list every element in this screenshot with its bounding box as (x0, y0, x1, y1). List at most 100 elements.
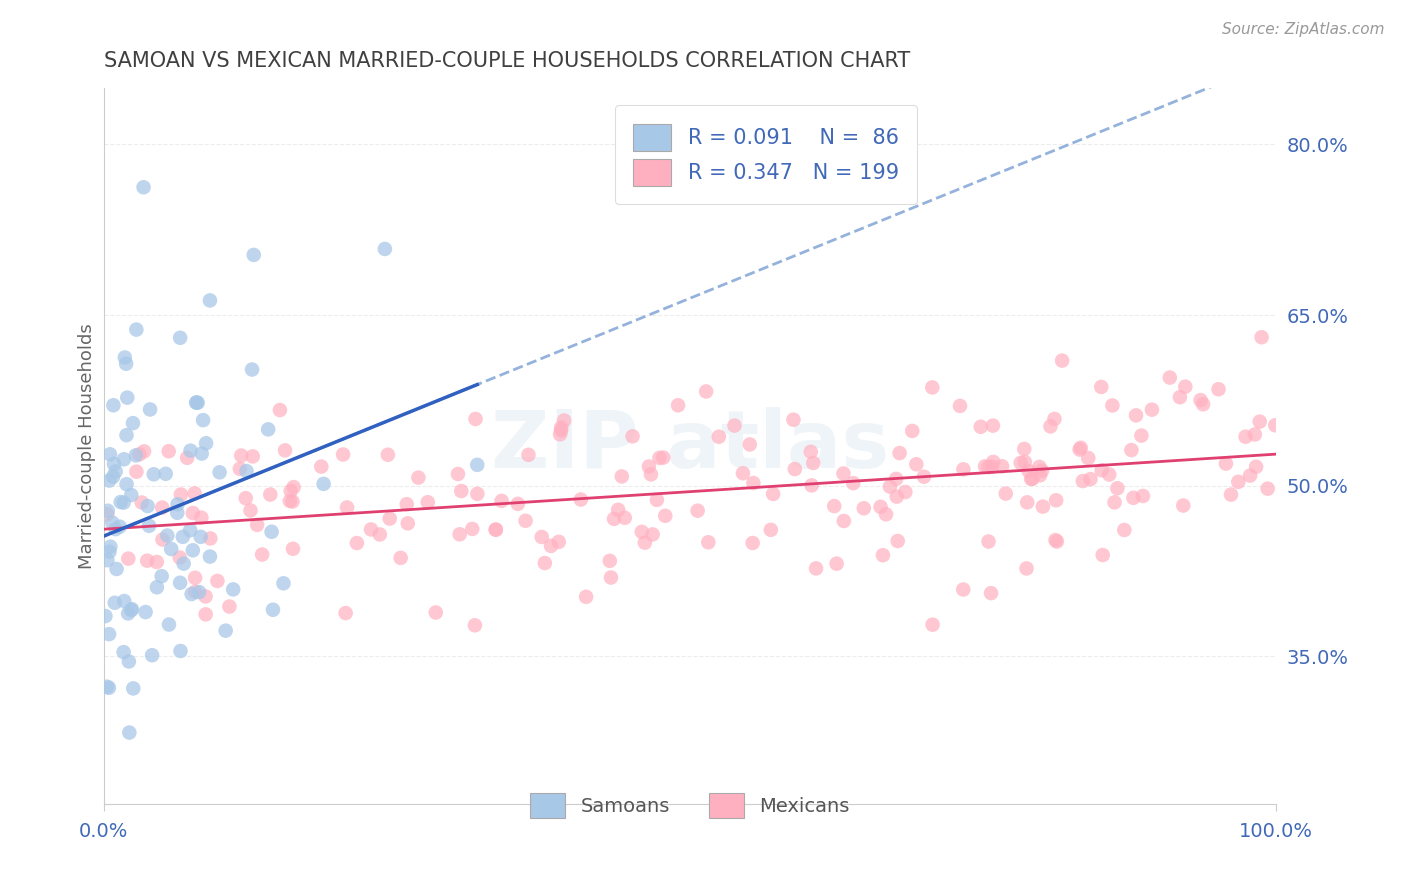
Point (257, 422, 280, 436)
Point (884, 472, 907, 486)
Point (118, 655, 141, 669)
Point (1014, 455, 1036, 469)
Point (112, 495, 135, 509)
Point (274, 443, 297, 458)
Point (115, 357, 138, 371)
Point (389, 550, 412, 565)
Point (312, 476, 335, 491)
Point (648, 450, 671, 465)
Point (125, 448, 148, 462)
Point (832, 467, 855, 481)
Point (360, 523, 382, 537)
Point (465, 458, 488, 472)
Point (1050, 353, 1073, 368)
Point (550, 423, 572, 437)
Point (621, 429, 644, 443)
Point (641, 527, 664, 541)
Point (191, 413, 214, 427)
Point (607, 502, 630, 516)
Point (112, 645, 135, 659)
Point (666, 398, 689, 412)
Point (901, 424, 924, 438)
Point (800, 445, 823, 459)
Point (980, 459, 1002, 474)
Point (783, 462, 806, 476)
Point (207, 574, 229, 588)
Point (240, 362, 263, 376)
Point (180, 587, 202, 601)
Y-axis label: Married-couple Households: Married-couple Households (79, 323, 96, 569)
Point (187, 395, 209, 409)
Point (1215, 457, 1237, 471)
Point (1227, 475, 1250, 489)
Point (905, 457, 928, 471)
Point (970, 419, 993, 434)
Point (1091, 548, 1114, 562)
Point (449, 527, 471, 541)
Point (115, 428, 138, 442)
Point (283, 480, 305, 494)
Point (378, 511, 401, 525)
Point (98, 544, 121, 558)
Point (723, 418, 745, 433)
Point (260, 524, 283, 539)
Point (101, 469, 124, 483)
Point (553, 413, 575, 427)
Point (186, 395, 208, 409)
Point (550, 420, 572, 434)
Point (1021, 472, 1043, 486)
Point (101, 516, 124, 530)
Point (1121, 443, 1143, 458)
Point (575, 590, 598, 604)
Point (96, 680, 118, 694)
Point (190, 530, 212, 544)
Point (122, 416, 145, 430)
Point (1192, 397, 1215, 411)
Point (952, 582, 974, 597)
Point (125, 323, 148, 337)
Point (250, 548, 273, 562)
Point (395, 497, 418, 511)
Point (121, 602, 143, 616)
Point (152, 533, 174, 547)
Point (231, 449, 253, 463)
Point (981, 418, 1004, 433)
Point (157, 444, 180, 458)
Point (697, 535, 720, 549)
Point (991, 459, 1014, 474)
Point (534, 556, 557, 570)
Point (120, 603, 142, 617)
Point (1039, 419, 1062, 434)
Point (1168, 390, 1191, 404)
Point (569, 492, 592, 507)
Point (194, 607, 217, 622)
Point (259, 487, 281, 501)
Point (235, 464, 257, 478)
Point (156, 528, 179, 542)
Point (100, 540, 122, 554)
Point (169, 550, 191, 565)
Point (1029, 468, 1052, 483)
Point (1077, 450, 1099, 465)
Point (262, 603, 284, 617)
Point (110, 495, 132, 509)
Point (96, 553, 118, 567)
Point (112, 594, 135, 608)
Point (190, 510, 212, 524)
Point (889, 446, 911, 460)
Point (1257, 482, 1279, 496)
Point (467, 487, 489, 501)
Point (1249, 415, 1271, 429)
Point (921, 380, 943, 394)
Point (980, 586, 1002, 600)
Point (1080, 472, 1102, 486)
Point (181, 506, 204, 520)
Point (179, 523, 201, 537)
Point (1028, 459, 1050, 474)
Point (214, 624, 236, 638)
Point (132, 444, 155, 458)
Point (1114, 523, 1136, 537)
Point (652, 450, 675, 465)
Point (741, 536, 763, 550)
Point (336, 500, 359, 515)
